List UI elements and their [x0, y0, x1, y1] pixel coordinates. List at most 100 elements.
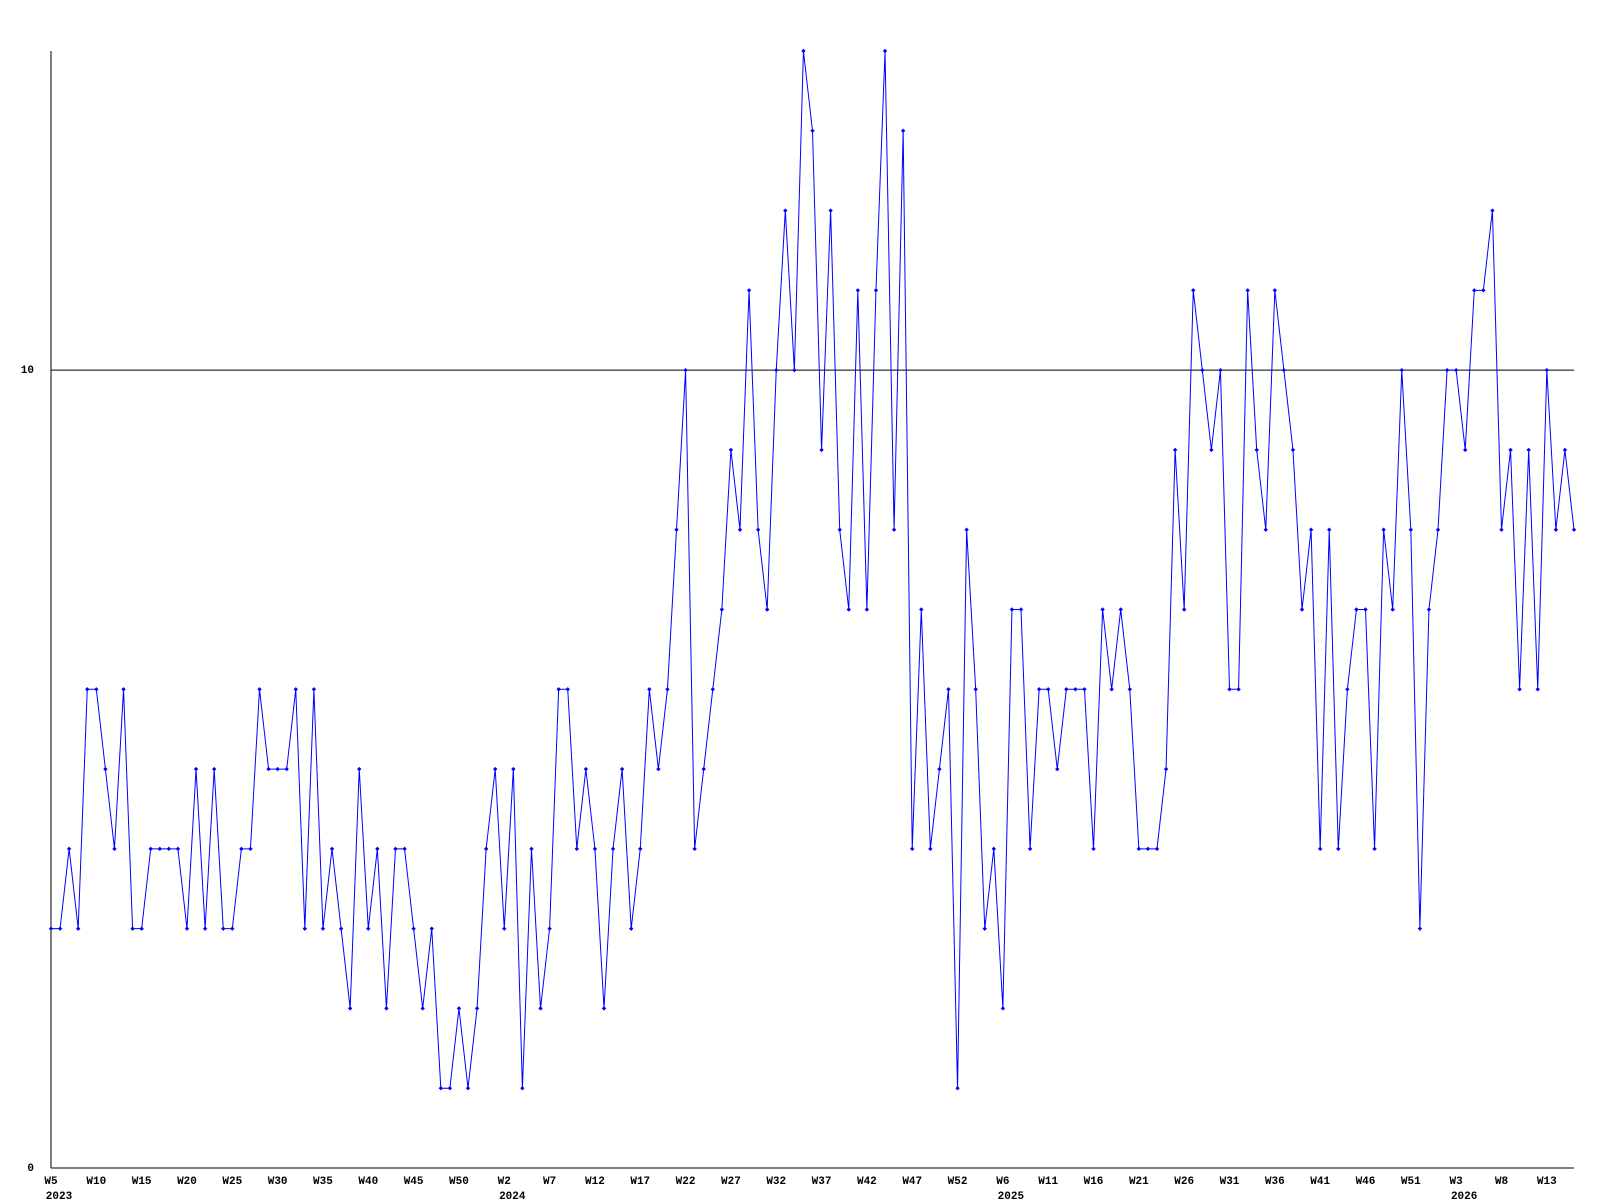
data-point — [764, 607, 770, 612]
data-point — [746, 288, 752, 293]
data-point — [882, 48, 888, 54]
x-tick-label: W12 — [585, 1176, 605, 1188]
data-point — [900, 128, 906, 133]
data-point — [647, 687, 652, 692]
data-point — [783, 208, 788, 213]
data-point — [1073, 687, 1078, 692]
data-point — [456, 1006, 462, 1011]
data-line — [51, 50, 1575, 1089]
data-point — [166, 846, 172, 852]
data-point — [1127, 687, 1132, 692]
data-point — [184, 926, 190, 931]
data-point — [1209, 447, 1214, 453]
x-tick-label: W32 — [766, 1176, 786, 1188]
data-point — [329, 846, 335, 852]
data-point — [728, 447, 734, 453]
data-point — [529, 846, 534, 852]
data-point — [411, 926, 416, 931]
data-point — [1109, 687, 1114, 692]
data-point — [502, 926, 507, 931]
data-point — [1281, 367, 1287, 373]
x-tick-label: W36 — [1265, 1176, 1285, 1188]
data-point — [239, 846, 244, 852]
data-point — [311, 687, 317, 692]
data-point — [493, 766, 498, 772]
data-point — [1245, 288, 1250, 293]
data-point — [1172, 447, 1178, 453]
data-point — [320, 926, 326, 931]
data-point — [302, 926, 308, 931]
data-point — [774, 367, 779, 373]
data-point — [565, 687, 570, 692]
data-point — [1154, 846, 1160, 852]
data-point — [1218, 367, 1223, 373]
data-point — [357, 766, 362, 772]
data-point — [1499, 527, 1504, 532]
data-point — [1435, 527, 1441, 532]
data-point — [1327, 527, 1332, 532]
data-point — [121, 687, 126, 692]
x-year-label: 2025 — [998, 1191, 1025, 1200]
data-point — [1481, 288, 1486, 293]
data-point — [583, 766, 589, 772]
data-point — [592, 846, 598, 852]
data-point — [1535, 687, 1540, 692]
data-point — [230, 926, 235, 931]
data-point — [1490, 208, 1495, 213]
data-point — [1181, 607, 1187, 612]
data-point — [1091, 846, 1096, 852]
x-tick-label: W20 — [177, 1176, 197, 1188]
data-point — [257, 687, 262, 692]
x-tick-label: W31 — [1220, 1176, 1240, 1188]
data-point — [465, 1086, 471, 1091]
data-point — [375, 846, 380, 852]
data-point — [483, 846, 489, 852]
data-point — [266, 766, 271, 772]
x-tick-label: W15 — [132, 1176, 152, 1188]
data-point — [819, 447, 824, 453]
data-point — [710, 687, 715, 692]
data-point — [1544, 367, 1550, 373]
data-point — [1272, 288, 1278, 293]
data-point — [1317, 846, 1323, 852]
data-point — [1408, 527, 1414, 532]
data-point — [275, 766, 280, 772]
data-point — [139, 926, 144, 931]
data-point — [1227, 687, 1232, 692]
x-tick-label: W6 — [996, 1176, 1009, 1188]
data-point — [864, 607, 870, 612]
data-point — [1463, 447, 1468, 453]
data-point — [638, 846, 643, 852]
data-point — [1345, 687, 1350, 692]
x-tick-label: W37 — [812, 1176, 832, 1188]
data-point — [946, 687, 951, 692]
x-tick-label: W42 — [857, 1176, 877, 1188]
y-tick-label: 0 — [27, 1163, 34, 1175]
data-point — [601, 1006, 607, 1011]
x-tick-label: W51 — [1401, 1176, 1421, 1188]
x-tick-label: W2 — [498, 1176, 511, 1188]
x-tick-label: W13 — [1537, 1176, 1557, 1188]
data-point — [1453, 367, 1459, 373]
data-point — [873, 288, 879, 293]
data-point — [438, 1086, 444, 1091]
data-point — [692, 846, 697, 852]
data-point — [1308, 527, 1314, 532]
data-point — [955, 1086, 960, 1091]
data-point — [221, 926, 226, 931]
data-point — [737, 527, 743, 532]
data-point — [1336, 846, 1341, 852]
x-tick-label: W3 — [1450, 1176, 1464, 1188]
data-point — [574, 846, 579, 852]
data-point — [846, 607, 851, 612]
data-point — [1036, 687, 1042, 692]
data-point — [57, 926, 63, 931]
data-point — [103, 766, 108, 772]
data-point — [937, 766, 942, 772]
x-tick-label: W21 — [1129, 1176, 1149, 1188]
data-point — [48, 926, 54, 931]
x-tick-label: W26 — [1174, 1176, 1194, 1188]
x-tick-label: W35 — [313, 1176, 333, 1188]
